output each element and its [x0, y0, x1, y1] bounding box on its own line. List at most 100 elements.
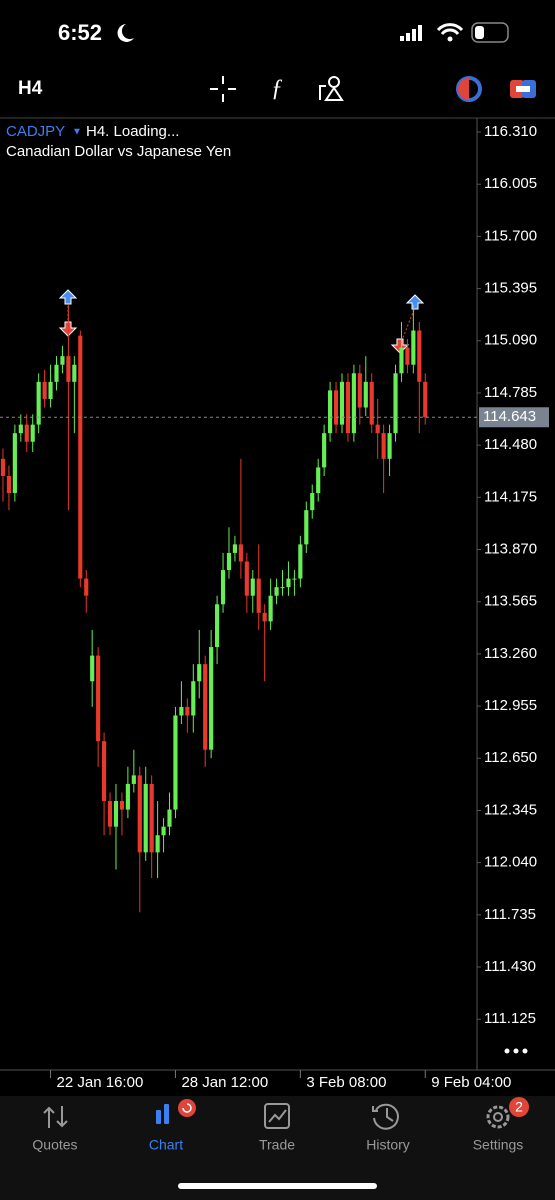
- symbol-dropdown-arrow[interactable]: ▼: [72, 127, 82, 138]
- wifi-dot: [447, 36, 453, 42]
- candle-body: [220, 570, 226, 605]
- candle-body: [423, 381, 428, 418]
- candle-body: [66, 356, 71, 382]
- current-price-label: 114.643: [483, 408, 536, 425]
- clock: 6:52: [58, 20, 102, 45]
- candle-body: [310, 493, 315, 511]
- candle-body: [238, 544, 243, 562]
- y-tick-label: 113.565: [484, 593, 537, 610]
- tab-bar: [0, 1096, 555, 1200]
- tab-label[interactable]: Chart: [149, 1137, 183, 1153]
- battery-icon: [471, 22, 509, 43]
- x-tick-label: 9 Feb 04:00: [431, 1074, 511, 1091]
- settings-badge: 2: [515, 1099, 523, 1115]
- quotes-icon[interactable]: [43, 1106, 68, 1128]
- candle-body: [304, 510, 309, 545]
- y-tick-label: 111.430: [484, 958, 536, 975]
- candle-body: [173, 715, 178, 810]
- candle-body: [30, 424, 35, 442]
- candle-body: [54, 364, 59, 382]
- wifi-icon: [436, 23, 464, 36]
- y-tick-label: 114.785: [484, 384, 537, 401]
- candle-body: [48, 381, 53, 399]
- candle-body: [6, 475, 12, 494]
- candle-body: [72, 364, 77, 382]
- candle-body: [185, 706, 190, 716]
- candle-body: [167, 809, 172, 827]
- trade-icon[interactable]: [264, 1103, 290, 1129]
- candle-body: [316, 467, 321, 494]
- candle-body: [215, 604, 220, 648]
- candle-body: [179, 706, 184, 716]
- tab-label[interactable]: Quotes: [32, 1137, 77, 1153]
- x-tick-label: 22 Jan 16:00: [57, 1074, 144, 1091]
- candle-body: [399, 347, 404, 374]
- candle-body: [280, 587, 285, 589]
- crosshair-button[interactable]: [210, 76, 236, 102]
- candle-body: [203, 664, 208, 750]
- candle-body: [328, 390, 333, 434]
- candle-body: [161, 826, 166, 836]
- candle-body: [250, 578, 255, 596]
- candle-body: [298, 544, 303, 579]
- candle-body: [42, 381, 47, 399]
- tab-label[interactable]: Trade: [259, 1137, 295, 1153]
- y-tick-label: 116.310: [484, 123, 537, 140]
- tab-label[interactable]: Settings: [473, 1137, 524, 1153]
- candle-body: [393, 373, 398, 434]
- candle-body: [107, 801, 113, 827]
- candle-body: [18, 424, 23, 434]
- candle-body: [292, 578, 297, 580]
- settings-icon[interactable]: [486, 1097, 529, 1129]
- candle-body: [131, 775, 136, 784]
- chart-icon[interactable]: [156, 1099, 196, 1124]
- candle-body: [363, 381, 368, 408]
- candle-body: [417, 330, 422, 382]
- battery-level: [475, 26, 484, 39]
- candle-body: [333, 390, 339, 425]
- candle-body: [232, 544, 238, 553]
- candle-body: [369, 381, 374, 425]
- y-tick-label: 111.735: [484, 906, 536, 923]
- y-tick-label: 116.005: [484, 175, 537, 192]
- candle-body: [209, 647, 214, 750]
- y-tick-label: 114.175: [484, 488, 537, 505]
- y-tick-label: 112.650: [484, 749, 537, 766]
- indicators-button[interactable]: ƒ: [271, 76, 283, 102]
- candle-body: [351, 373, 356, 434]
- moon-icon: [117, 24, 134, 42]
- x-tick-label: 3 Feb 08:00: [306, 1074, 386, 1091]
- candle-body: [411, 330, 416, 365]
- candle-body: [405, 347, 410, 365]
- chart-subtitle: Canadian Dollar vs Japanese Yen: [6, 143, 231, 160]
- trade-mode-button[interactable]: [456, 76, 482, 102]
- y-tick-label: 112.955: [484, 697, 537, 714]
- candle-body: [155, 835, 160, 853]
- candle-body: [197, 664, 202, 682]
- candle-body: [12, 433, 17, 494]
- window-button[interactable]: [510, 80, 536, 98]
- objects-button[interactable]: [319, 76, 344, 101]
- history-icon[interactable]: [372, 1103, 399, 1130]
- y-tick-label: 113.260: [484, 645, 537, 662]
- candle-body: [256, 578, 261, 613]
- candle-body: [274, 587, 279, 596]
- y-tick-label: 114.480: [484, 436, 537, 453]
- y-tick-label: 115.395: [484, 280, 537, 297]
- candle-body: [345, 381, 351, 434]
- tab-label[interactable]: History: [366, 1137, 410, 1153]
- y-tick-label: 113.870: [484, 540, 537, 557]
- candle-body: [96, 655, 101, 742]
- x-tick-label: 28 Jan 12:00: [181, 1074, 268, 1091]
- more-button[interactable]: [504, 1048, 528, 1054]
- candle-body: [339, 381, 345, 425]
- candle-body: [143, 783, 148, 853]
- symbol[interactable]: CADJPY: [6, 123, 65, 140]
- candle-body: [226, 552, 232, 571]
- candle-body: [262, 612, 267, 622]
- timeframe[interactable]: H4: [18, 78, 43, 99]
- home-indicator: [178, 1183, 377, 1189]
- candle-body: [102, 741, 107, 802]
